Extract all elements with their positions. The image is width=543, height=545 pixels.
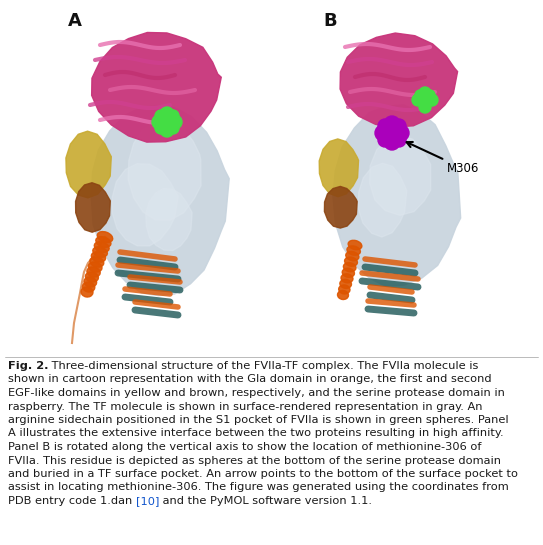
Circle shape xyxy=(152,115,166,129)
Polygon shape xyxy=(340,33,458,127)
Circle shape xyxy=(392,133,406,147)
Circle shape xyxy=(160,107,174,121)
Circle shape xyxy=(419,94,431,106)
Polygon shape xyxy=(128,120,201,220)
Text: Three-dimensional structure of the FVIIa-TF complex. The FVIIa molecule is: Three-dimensional structure of the FVIIa… xyxy=(48,361,479,371)
Text: B: B xyxy=(323,12,337,30)
Text: FVIIa. This residue is depicted as spheres at the bottom of the serine protease : FVIIa. This residue is depicted as spher… xyxy=(8,456,501,465)
Text: EGF-like domains in yellow and brown, respectively, and the serine protease doma: EGF-like domains in yellow and brown, re… xyxy=(8,388,505,398)
Circle shape xyxy=(425,90,435,100)
Circle shape xyxy=(168,115,182,129)
Ellipse shape xyxy=(341,274,353,283)
Ellipse shape xyxy=(87,267,100,277)
Ellipse shape xyxy=(342,268,355,277)
Ellipse shape xyxy=(343,263,356,272)
Circle shape xyxy=(392,119,406,133)
Ellipse shape xyxy=(89,262,102,272)
Text: arginine sidechain positioned in the S1 pocket of FVIIa is shown in green sphere: arginine sidechain positioned in the S1 … xyxy=(8,415,509,425)
Text: raspberry. The TF molecule is shown in surface-rendered representation in gray. : raspberry. The TF molecule is shown in s… xyxy=(8,402,483,411)
Circle shape xyxy=(419,87,431,99)
Text: Panel B is rotated along the vertical axis to show the location of methionine-30: Panel B is rotated along the vertical ax… xyxy=(8,442,482,452)
Circle shape xyxy=(384,116,400,132)
Text: PDB entry code 1.dan: PDB entry code 1.dan xyxy=(8,496,136,506)
Ellipse shape xyxy=(346,251,359,261)
Text: and the PyMOL software version 1.1.: and the PyMOL software version 1.1. xyxy=(159,496,372,506)
Ellipse shape xyxy=(97,232,113,243)
Ellipse shape xyxy=(84,277,97,287)
Ellipse shape xyxy=(96,237,111,247)
Circle shape xyxy=(378,119,392,133)
Ellipse shape xyxy=(339,285,350,294)
Circle shape xyxy=(412,94,424,106)
Ellipse shape xyxy=(83,282,95,292)
Text: assist in locating methionine-306. The figure was generated using the coordinate: assist in locating methionine-306. The f… xyxy=(8,482,509,493)
Ellipse shape xyxy=(340,280,351,288)
Ellipse shape xyxy=(90,257,104,267)
Text: A: A xyxy=(68,12,82,30)
Ellipse shape xyxy=(93,247,108,257)
Circle shape xyxy=(393,125,409,141)
Polygon shape xyxy=(66,131,111,198)
Polygon shape xyxy=(75,183,110,232)
Polygon shape xyxy=(358,163,407,237)
Polygon shape xyxy=(112,164,178,246)
Polygon shape xyxy=(92,33,221,142)
Polygon shape xyxy=(370,136,431,215)
Text: shown in cartoon representation with the Gla domain in orange, the first and sec: shown in cartoon representation with the… xyxy=(8,374,491,385)
Ellipse shape xyxy=(91,252,105,262)
Circle shape xyxy=(167,110,179,122)
Ellipse shape xyxy=(94,241,109,252)
Ellipse shape xyxy=(81,287,93,297)
Ellipse shape xyxy=(347,246,361,255)
Polygon shape xyxy=(91,106,229,295)
Ellipse shape xyxy=(345,257,357,267)
Ellipse shape xyxy=(348,240,362,250)
Circle shape xyxy=(419,101,431,113)
Text: Fig. 2.: Fig. 2. xyxy=(8,361,48,371)
Ellipse shape xyxy=(85,272,98,282)
Circle shape xyxy=(383,124,401,142)
Polygon shape xyxy=(319,139,358,197)
Circle shape xyxy=(155,122,167,134)
Circle shape xyxy=(160,123,174,137)
Circle shape xyxy=(415,90,425,100)
Circle shape xyxy=(384,134,400,150)
Text: and buried in a TF surface pocket. An arrow points to the bottom of the surface : and buried in a TF surface pocket. An ar… xyxy=(8,469,518,479)
Text: [10]: [10] xyxy=(136,496,159,506)
Polygon shape xyxy=(146,189,192,251)
Circle shape xyxy=(167,122,179,134)
Text: A illustrates the extensive interface between the two proteins resulting in high: A illustrates the extensive interface be… xyxy=(8,428,503,439)
Circle shape xyxy=(160,115,174,129)
Circle shape xyxy=(375,125,391,141)
Polygon shape xyxy=(333,105,460,286)
Text: M306: M306 xyxy=(447,162,479,175)
Circle shape xyxy=(378,133,392,147)
Polygon shape xyxy=(324,186,357,228)
Ellipse shape xyxy=(338,290,349,300)
Circle shape xyxy=(426,94,438,106)
Circle shape xyxy=(155,110,167,122)
